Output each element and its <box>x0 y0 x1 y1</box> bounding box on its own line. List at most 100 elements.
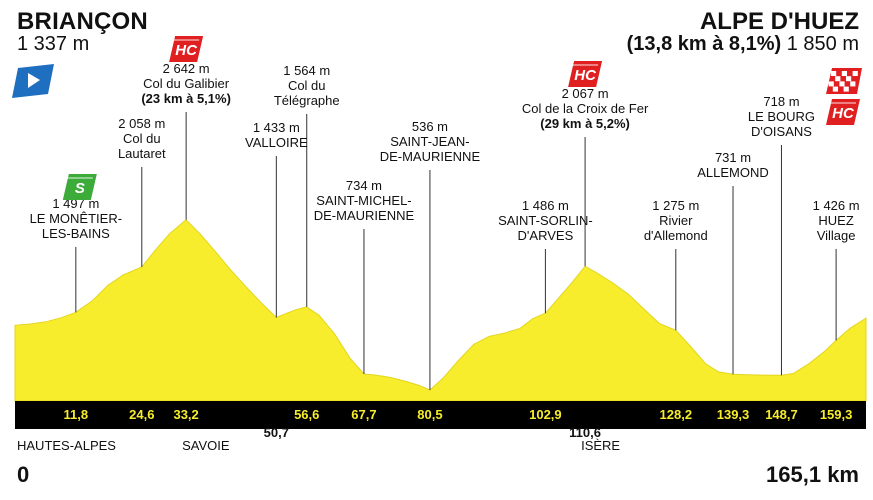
finish-info: (13,8 km à 8,1%) 1 850 m <box>627 33 859 56</box>
climb-label-line: Village <box>817 228 856 243</box>
green-sprint-badge-icon: S <box>62 174 97 200</box>
climb-label-line: 1 564 m <box>283 63 330 78</box>
climb-label-line: LE BOURG <box>748 109 815 124</box>
distance-label: 139,3 <box>717 407 750 422</box>
blue-start-flag-icon <box>12 64 54 98</box>
hc-climb-badge-icon: HC <box>568 61 603 87</box>
end-distance: 165,1 km <box>766 462 859 487</box>
finish-flag-square <box>835 76 841 82</box>
distance-label: 128,2 <box>660 407 693 422</box>
department-savoie: SAVOIE <box>182 438 230 453</box>
climb-label-line: DE-MAURIENNE <box>380 149 481 164</box>
badge-text: HC <box>832 105 855 122</box>
distance-label: 33,2 <box>173 407 198 422</box>
climb-label: 734 m SAINT-MICHEL-DE-MAURIENNE <box>314 178 415 223</box>
climb-label: 1 426 m HUEZ Village <box>813 198 860 243</box>
finish-flag-square <box>839 81 845 87</box>
climb-label-line: 731 m <box>715 150 751 165</box>
climb-label-line: SAINT-JEAN- <box>390 134 469 149</box>
climb-label: 1 564 m Col du Télégraphe <box>274 63 340 108</box>
hc-climb-badge-icon: HC <box>169 36 204 62</box>
climb-label-line: 1 433 m <box>253 120 300 135</box>
finish-flag-square <box>832 86 838 92</box>
climb-label-line: DE-MAURIENNE <box>314 208 415 223</box>
climb-detail: (23 km à 5,1%) <box>141 91 231 106</box>
climb-label-line: 2 058 m <box>118 116 165 131</box>
finish-flag-square <box>846 76 852 82</box>
finish-flag-square <box>843 86 849 92</box>
badge-shape <box>568 61 603 87</box>
finish-flag-square <box>831 71 837 76</box>
distance-label: 50,7 <box>264 425 289 440</box>
finish-altitude: 1 850 m <box>786 33 859 55</box>
climb-label-line: 536 m <box>412 119 448 134</box>
climb-label-line: D'ARVES <box>518 228 574 243</box>
climb-label-line: ALLEMOND <box>697 165 769 180</box>
climb-label-line: 1 275 m <box>652 198 699 213</box>
distance-band <box>15 401 866 429</box>
finish-flag-square <box>850 81 856 87</box>
badge-shape <box>826 99 860 125</box>
climb-label: 1 486 m SAINT-SORLIN-D'ARVES <box>498 198 593 243</box>
distance-label: 11,8 <box>64 407 89 422</box>
climb-label: 1 433 m VALLOIRE <box>245 120 308 150</box>
climb-label-line: SAINT-MICHEL- <box>316 193 411 208</box>
start-altitude: 1 337 m <box>17 33 90 55</box>
climb-label-line: Rivier <box>659 213 693 228</box>
climb-label-line: SAINT-SORLIN- <box>498 213 593 228</box>
climb-label: 731 m ALLEMOND <box>697 150 769 180</box>
climb-label-line: 1 426 m <box>813 198 860 213</box>
climb-label-line: LES-BAINS <box>42 226 110 241</box>
badge-text: S <box>75 180 85 197</box>
climb-label-line: Col du <box>123 131 161 146</box>
elevation-profile-area <box>14 219 867 402</box>
department-isere: ISÈRE <box>581 438 621 453</box>
climb-label: 2 067 m Col de la Croix de Fer (29 km à 5,… <box>522 86 649 131</box>
climb-label-line: 718 m <box>763 94 799 109</box>
distance-label: 24,6 <box>129 407 154 422</box>
badge-shape <box>169 36 204 62</box>
finish-town: ALPE D'HUEZ <box>699 8 859 35</box>
climb-label: 2 642 m Col du Galibier (23 km à 5,1%) <box>141 61 231 106</box>
climb-label: 2 058 m Col du Lautaret <box>118 116 166 161</box>
distance-label: 110,6 <box>569 425 601 440</box>
climb-label-line: Lautaret <box>118 146 166 161</box>
climb-label: 1 497 m LE MONÊTIER-LES-BAINS <box>30 196 122 241</box>
badge-text: HC <box>175 42 198 59</box>
hc-climb-badge-icon: HC <box>826 99 860 125</box>
climb-label: 536 m SAINT-JEAN-DE-MAURIENNE <box>380 119 481 164</box>
start-town: BRIANÇON <box>17 8 148 35</box>
climb-label-line: Col du Galibier <box>143 76 230 91</box>
badge-shape <box>62 174 97 200</box>
climb-label-line: D'OISANS <box>751 124 812 139</box>
climb-detail: (29 km à 5,2%) <box>540 116 630 131</box>
finish-flag-square <box>828 81 834 87</box>
badge-text: HC <box>574 67 597 84</box>
climb-label: 1 275 m Rivier d'Allemond <box>644 198 708 243</box>
checkered-finish-flag-icon <box>826 68 862 94</box>
climb-label-line: Télégraphe <box>274 93 340 108</box>
distance-label: 159,3 <box>820 407 853 422</box>
climb-label-line: HUEZ <box>818 213 853 228</box>
distance-label: 102,9 <box>529 407 562 422</box>
climb-label-line: 2 642 m <box>163 61 210 76</box>
climb-label-line: 734 m <box>346 178 382 193</box>
department-hautes-alpes: HAUTES-ALPES <box>17 438 116 453</box>
start-flag-arrow <box>28 73 40 88</box>
climb-label-line: Col de la Croix de Fer <box>522 101 649 116</box>
distance-label: 56,6 <box>294 407 319 422</box>
finish-flag-square <box>852 71 858 76</box>
climb-label-line: VALLOIRE <box>245 135 308 150</box>
climb-label-line: LE MONÊTIER- <box>30 211 122 226</box>
climb-label-line: d'Allemond <box>644 228 708 243</box>
climb-label-line: Col du <box>288 78 326 93</box>
distance-label: 148,7 <box>765 407 798 422</box>
distance-label: 80,5 <box>417 407 442 422</box>
climb-label: 718 m LE BOURG D'OISANS <box>748 94 815 139</box>
climb-label-line: 2 067 m <box>562 86 609 101</box>
finish-flag-square <box>841 71 847 76</box>
climb-label-line: 1 486 m <box>522 198 569 213</box>
start-distance: 0 <box>17 462 30 487</box>
